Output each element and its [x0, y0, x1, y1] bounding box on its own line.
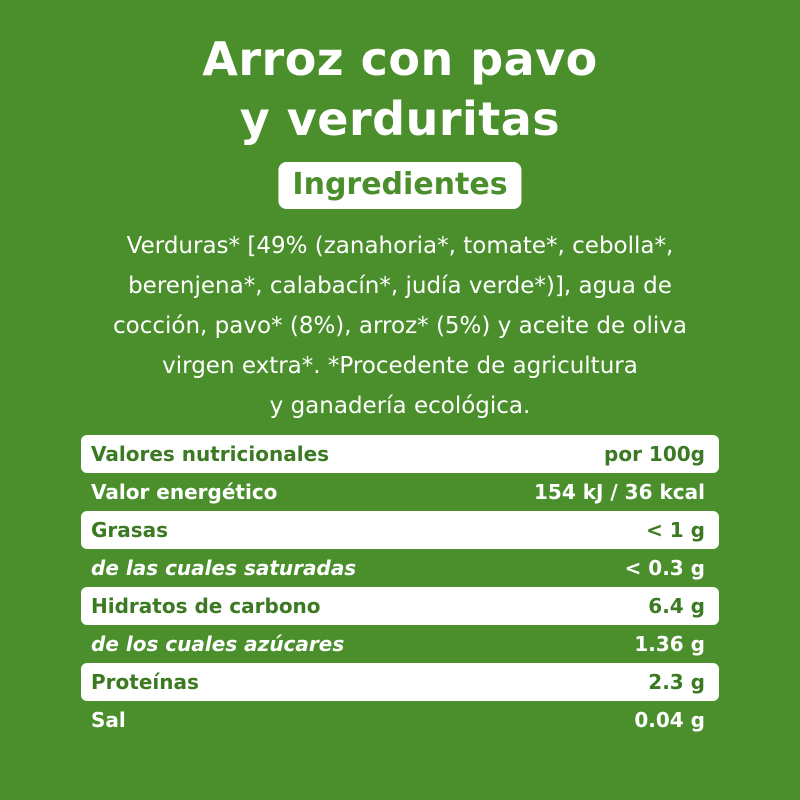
nutrition-value: 6.4 g: [648, 594, 705, 618]
nutrition-row-protein: Proteínas 2.3 g: [81, 663, 719, 701]
nutrition-label: Proteínas: [91, 670, 199, 694]
product-title-line-1: Arroz con pavo: [202, 32, 598, 86]
nutrition-value: 154 kJ / 36 kcal: [534, 480, 705, 504]
nutrition-label: Grasas: [91, 518, 169, 542]
ingredients-line: y ganadería ecológica.: [269, 393, 531, 419]
nutrition-value: < 0.3 g: [624, 556, 705, 580]
nutrition-label: de los cuales azúcares: [91, 632, 345, 656]
nutrition-row-fat: Grasas < 1 g: [81, 511, 719, 549]
ingredients-line: Verduras* [49% (zanahoria*, tomate*, ceb…: [126, 233, 674, 259]
ingredients-line: cocción, pavo* (8%), arroz* (5%) y aceit…: [112, 313, 687, 339]
nutrition-value: < 1 g: [646, 518, 705, 542]
nutrition-label: Valor energético: [91, 480, 278, 504]
nutrition-row-carbohydrates: Hidratos de carbono 6.4 g: [81, 587, 719, 625]
nutrition-label: Valores nutricionales: [91, 442, 330, 466]
nutrition-label: Sal: [91, 708, 126, 732]
nutrition-label: Hidratos de carbono: [91, 594, 321, 618]
nutrition-row-saturated: de las cuales saturadas < 0.3 g: [81, 549, 719, 587]
ingredients-line: virgen extra*. *Procedente de agricultur…: [162, 353, 638, 379]
nutrition-row-energy: Valor energético 154 kJ / 36 kcal: [81, 473, 719, 511]
product-title-line-2: y verduritas: [239, 92, 561, 146]
nutrition-row-salt: Sal 0.04 g: [81, 701, 719, 739]
nutrition-value: 1.36 g: [634, 632, 705, 656]
ingredients-heading: Ingredientes: [278, 162, 522, 209]
ingredients-line: berenjena*, calabacín*, judía verde*)], …: [128, 273, 672, 299]
nutrition-value: 0.04 g: [634, 708, 705, 732]
nutrition-value: por 100g: [604, 442, 705, 466]
nutrition-value: 2.3 g: [648, 670, 705, 694]
nutrition-table: Valores nutricionales por 100g Valor ene…: [81, 435, 719, 739]
nutrition-header-row: Valores nutricionales por 100g: [81, 435, 719, 473]
nutrition-row-sugars: de los cuales azúcares 1.36 g: [81, 625, 719, 663]
ingredients-text: Verduras* [49% (zanahoria*, tomate*, ceb…: [60, 226, 740, 426]
nutrition-label: de las cuales saturadas: [91, 556, 357, 580]
